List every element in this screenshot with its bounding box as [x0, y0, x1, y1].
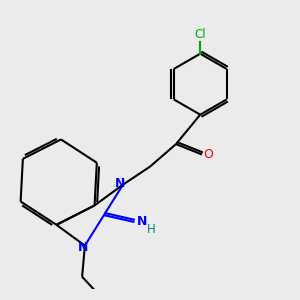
Text: Cl: Cl [194, 28, 206, 41]
Text: N: N [78, 241, 89, 254]
Text: O: O [203, 148, 213, 161]
Text: N: N [137, 215, 147, 228]
Text: N: N [115, 177, 125, 190]
Text: H: H [147, 223, 156, 236]
